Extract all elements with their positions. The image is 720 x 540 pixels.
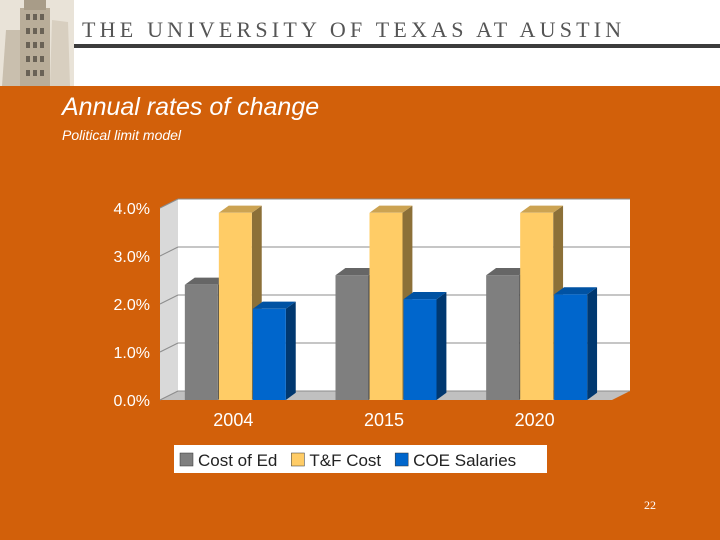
legend-swatch xyxy=(394,452,409,467)
bar-top-T&F Cost xyxy=(218,205,262,213)
bar-top-T&F Cost xyxy=(369,205,413,213)
bar-Cost of Ed xyxy=(335,275,369,400)
bar-COE Salaries xyxy=(403,299,437,400)
bar-Cost of Ed xyxy=(486,275,520,400)
bar-top-COE Salaries xyxy=(554,287,598,295)
y-tick-label: 3.0% xyxy=(114,249,150,266)
legend-label: T&F Cost xyxy=(309,451,381,470)
x-tick-label: 2004 xyxy=(213,410,253,430)
x-tick-label: 2015 xyxy=(364,410,404,430)
university-name: THE UNIVERSITY OF TEXAS AT AUSTIN xyxy=(82,17,626,42)
gridline-side xyxy=(159,390,179,401)
legend-swatch xyxy=(179,452,194,467)
gridline-side xyxy=(159,342,179,353)
bar-side-COE Salaries xyxy=(587,287,598,400)
bar-T&F Cost xyxy=(369,212,403,400)
bar-COE Salaries xyxy=(252,308,286,400)
bar-top-Cost of Ed xyxy=(335,268,379,276)
y-tick-label: 2.0% xyxy=(114,297,150,314)
ut-tower-icon xyxy=(0,0,74,86)
legend xyxy=(174,445,547,473)
header-banner: THE UNIVERSITY OF TEXAS AT AUSTIN xyxy=(0,0,720,86)
y-tick-label: 4.0% xyxy=(114,201,150,218)
slide-title: Annual rates of change xyxy=(62,93,320,121)
x-tick-label: 2020 xyxy=(515,410,555,430)
page-number: 22 xyxy=(644,498,656,512)
legend-label: Cost of Ed xyxy=(198,451,277,470)
bar-top-Cost of Ed xyxy=(486,268,530,276)
y-tick-label: 1.0% xyxy=(114,345,150,362)
bar-side-COE Salaries xyxy=(436,292,447,400)
bar-T&F Cost xyxy=(520,212,554,400)
gridline-side xyxy=(159,198,179,209)
y-tick-label: 0.0% xyxy=(114,393,150,410)
bar-side-COE Salaries xyxy=(285,301,296,400)
bar-Cost of Ed xyxy=(184,284,218,400)
bar-COE Salaries xyxy=(554,294,588,400)
bar-top-COE Salaries xyxy=(252,301,296,309)
bar-top-COE Salaries xyxy=(403,292,447,300)
legend-label: COE Salaries xyxy=(413,451,516,470)
gridline-side xyxy=(159,294,179,305)
slide-subtitle: Political limit model xyxy=(62,127,182,143)
gridline-side xyxy=(159,246,179,257)
legend-swatch xyxy=(291,452,305,467)
bar-T&F Cost xyxy=(218,212,252,400)
bar-top-T&F Cost xyxy=(520,205,564,213)
header-divider xyxy=(74,44,720,48)
bar-top-Cost of Ed xyxy=(184,277,228,285)
